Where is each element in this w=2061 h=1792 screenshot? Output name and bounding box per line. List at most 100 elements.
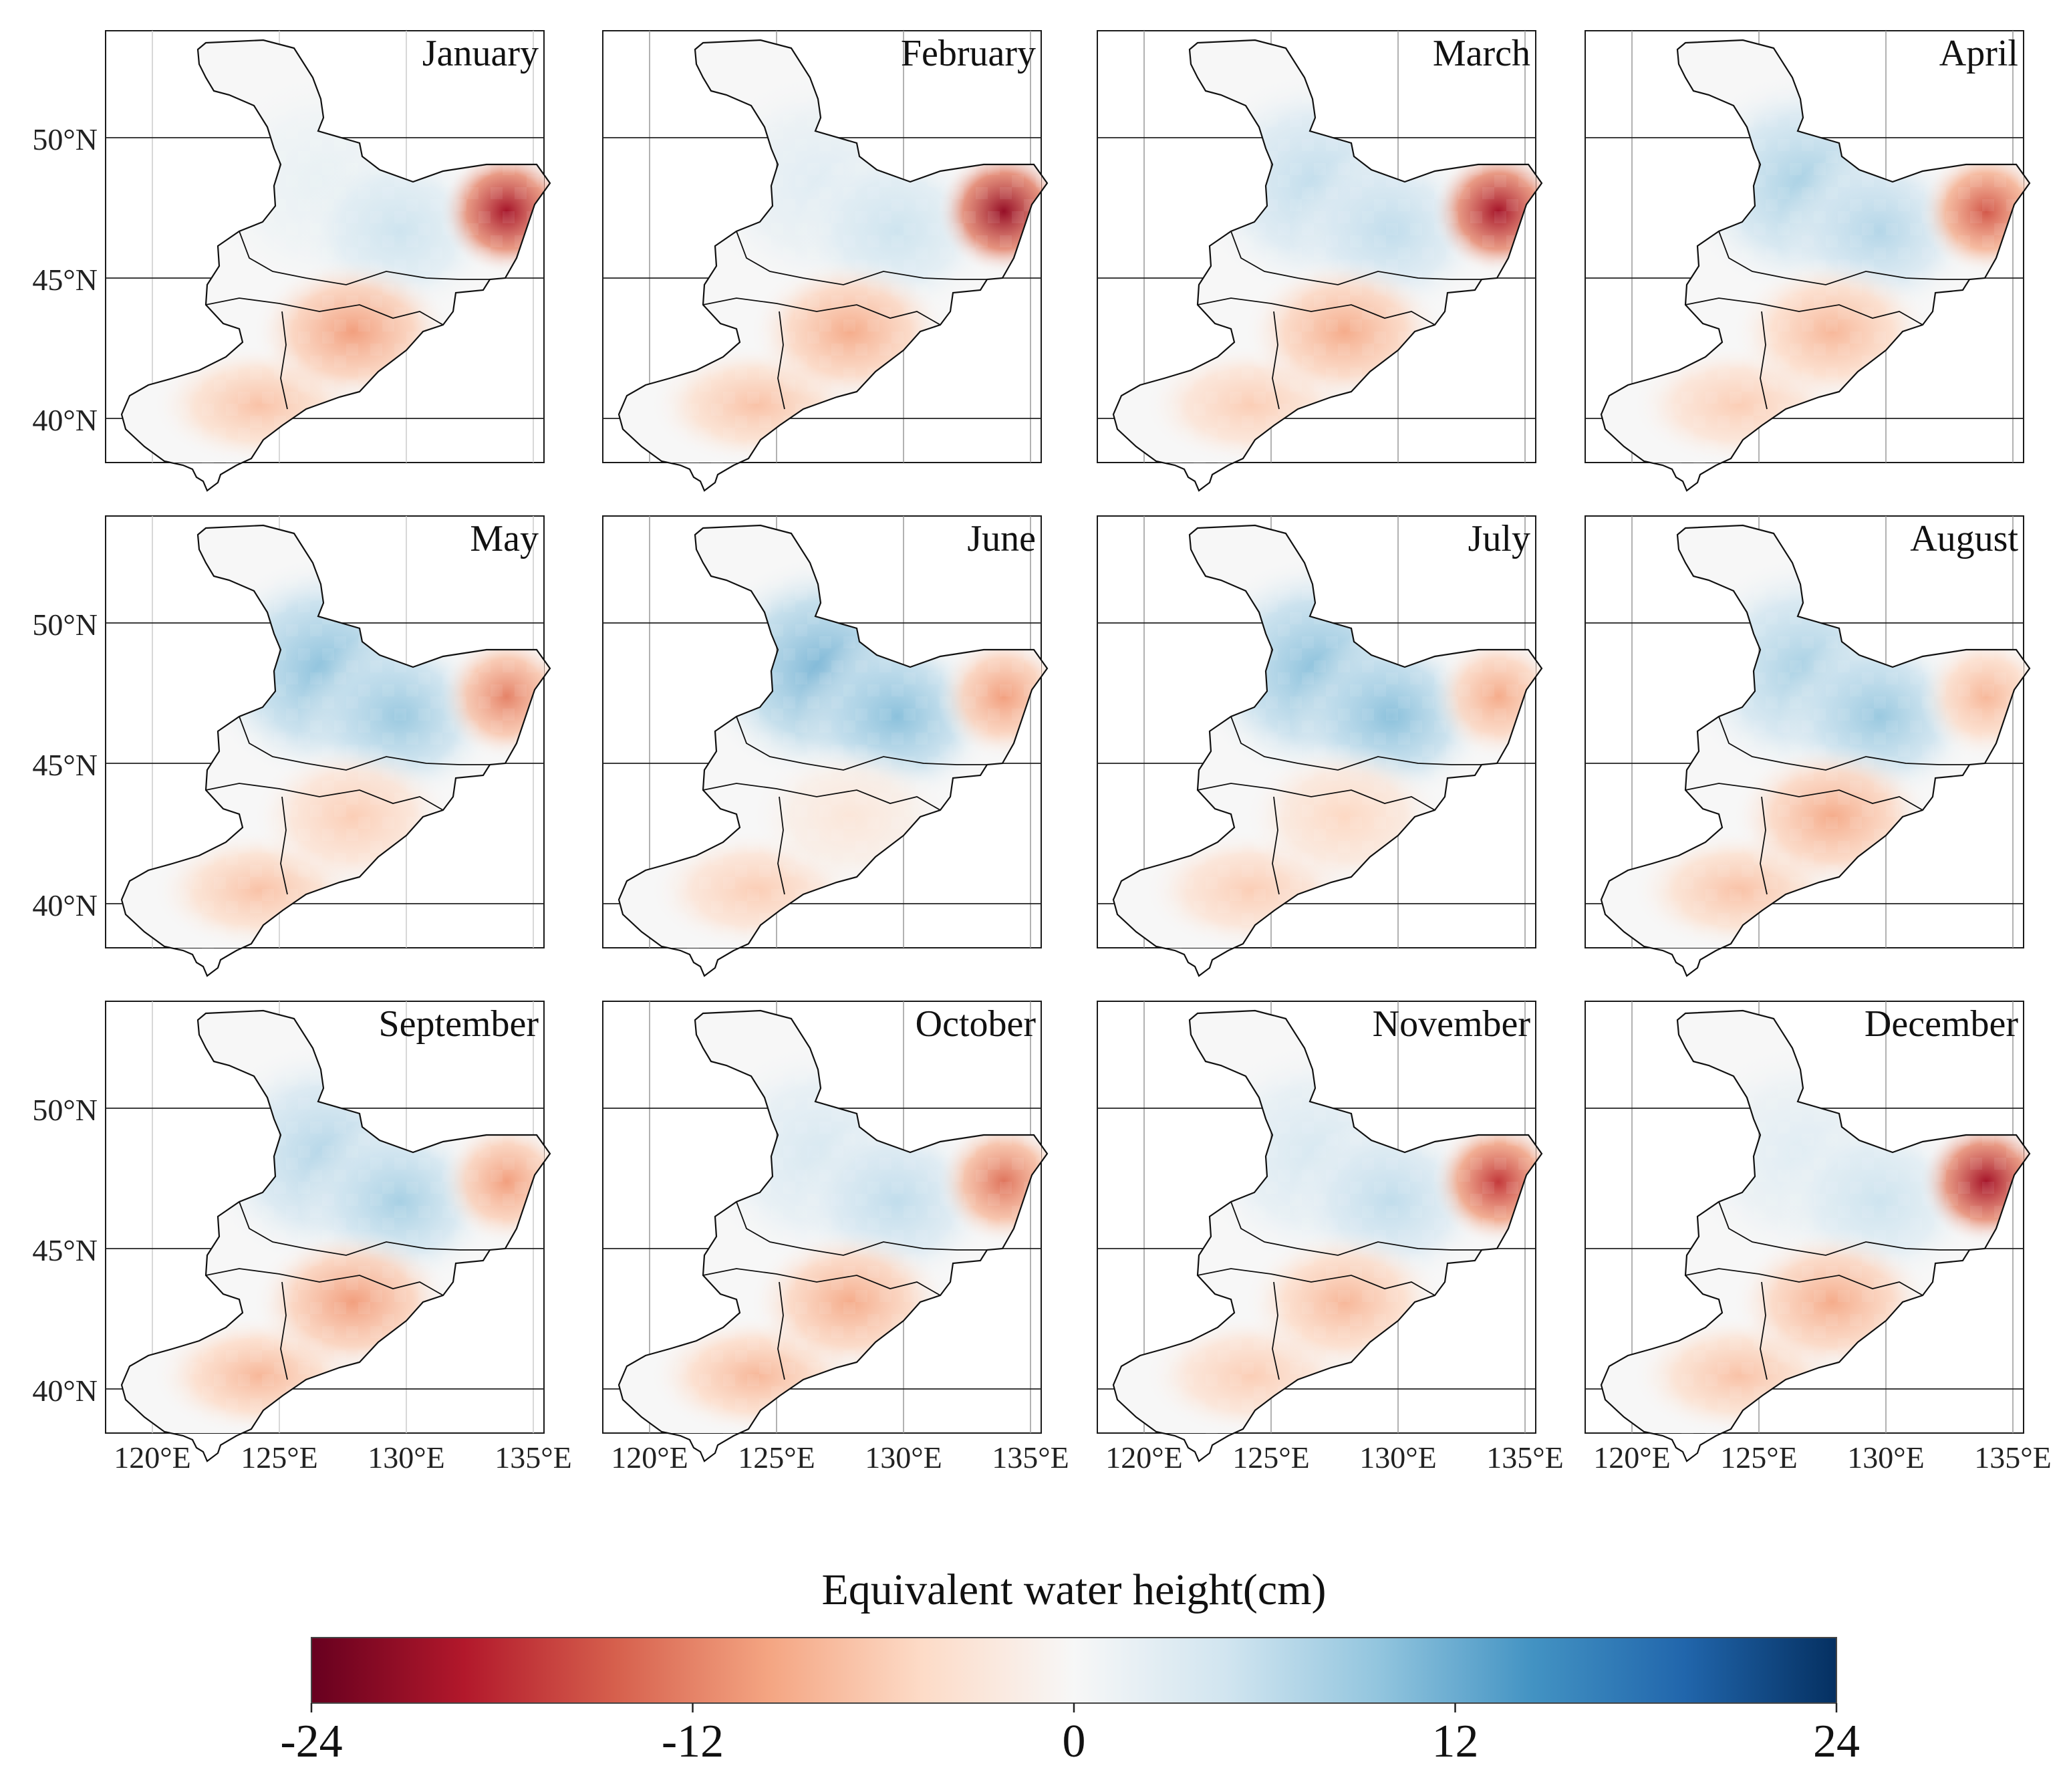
mosaic-cell [1802, 319, 1814, 332]
mosaic-cell [759, 332, 771, 344]
mosaic-cell [262, 709, 274, 721]
mosaic-cell [1278, 1037, 1290, 1049]
mosaic-cell [1242, 235, 1254, 247]
mosaic-cell [1254, 259, 1266, 271]
mosaic-cell [711, 452, 723, 464]
mosaic-cell [1669, 901, 1681, 913]
province-border [1685, 297, 1923, 326]
mosaic-cell [454, 1194, 466, 1206]
mosaic-cell [1922, 1242, 1934, 1254]
mosaic-cell [1290, 612, 1302, 624]
mosaic-cell [675, 1410, 687, 1422]
mosaic-cell [1850, 332, 1862, 344]
mosaic-cell [1302, 672, 1314, 684]
mosaic-cell [952, 271, 964, 283]
mosaic-cell [1254, 356, 1266, 368]
mosaic-cell [418, 805, 430, 817]
mosaic-cell [1024, 648, 1036, 660]
mosaic-cell [334, 672, 346, 684]
map-panel-august: August [1585, 515, 2031, 977]
mosaic-cell [1278, 307, 1290, 319]
mosaic-cell [322, 295, 334, 307]
lon-tick-label: 125°E [1232, 1440, 1310, 1475]
mosaic-cell [298, 1182, 310, 1194]
mosaic-cell [783, 380, 795, 392]
mosaic-cell [879, 1290, 891, 1302]
mosaic-cell [1934, 684, 1946, 696]
map-panel-june: June [602, 515, 1049, 977]
mosaic-cell [262, 1374, 274, 1386]
mosaic-cell [831, 344, 843, 356]
mosaic-cell [627, 416, 639, 428]
mosaic-cell [214, 528, 226, 540]
mosaic-cell [1326, 235, 1338, 247]
mosaic-cell [1693, 865, 1705, 877]
mosaic-cell [310, 1206, 322, 1218]
mosaic-cell [1838, 709, 1850, 721]
mosaic-cell [1386, 1158, 1398, 1170]
mosaic-cell [1778, 1302, 1790, 1314]
mosaic-cell [867, 283, 879, 295]
province-border [736, 716, 987, 771]
mosaic-cell [154, 1386, 166, 1398]
mosaic-cell [1766, 696, 1778, 709]
mosaic-cell [274, 1182, 286, 1194]
mosaic-cell [1982, 684, 1994, 696]
mosaic-cell [466, 1218, 478, 1230]
mosaic-cell [1766, 612, 1778, 624]
mosaic-cell [964, 247, 976, 259]
mosaic-cell [286, 307, 298, 319]
mosaic-cell [747, 528, 759, 540]
mosaic-cell [322, 163, 334, 175]
mosaic-cell [202, 452, 214, 464]
mosaic-cell [226, 368, 238, 380]
mosaic-cell [1910, 187, 1922, 199]
mosaic-cell [1266, 564, 1278, 576]
mosaic-cell [262, 841, 274, 853]
mosaic-cell [515, 187, 527, 199]
mosaic-cell [358, 817, 370, 829]
mosaic-cell [988, 1158, 1000, 1170]
mosaic-cell [334, 1350, 346, 1362]
mosaic-cell [1718, 283, 1730, 295]
mosaic-cell [1458, 1170, 1470, 1182]
mosaic-cell [1458, 684, 1470, 696]
mosaic-cell [1338, 1326, 1350, 1338]
mosaic-cell [130, 1374, 142, 1386]
mosaic-cell [879, 660, 891, 672]
mosaic-cell [1290, 1362, 1302, 1374]
mosaic-cell [1898, 1230, 1910, 1242]
mosaic-cell [807, 115, 819, 127]
mosaic-cell [1290, 1098, 1302, 1110]
mosaic-cell [831, 1278, 843, 1290]
mosaic-cell [214, 380, 226, 392]
mosaic-cell [855, 163, 867, 175]
mosaic-cell [1766, 1278, 1778, 1290]
mosaic-cell [286, 1073, 298, 1085]
mosaic-cell [1254, 1073, 1266, 1085]
mosaic-cell [1850, 1266, 1862, 1278]
mosaic-cell [1814, 163, 1826, 175]
mosaic-cell [663, 440, 675, 452]
mosaic-cell [286, 1254, 298, 1266]
mosaic-cell [891, 332, 904, 344]
colorbar-tick-label: -24 [280, 1716, 342, 1767]
mosaic-cell [1790, 1110, 1802, 1122]
mosaic-cell [1182, 1410, 1194, 1422]
mosaic-cell [346, 163, 358, 175]
mosaic-cell [406, 1182, 418, 1194]
mosaic-cell [1266, 1098, 1278, 1110]
mosaic-cell [334, 1302, 346, 1314]
mosaic-cell [855, 660, 867, 672]
mosaic-cell [310, 1122, 322, 1134]
mosaic-cell [1633, 428, 1645, 440]
mosaic-cell [515, 1134, 527, 1146]
mosaic-cell [1398, 283, 1410, 295]
mosaic-cell [1434, 271, 1446, 283]
mosaic-cell [1362, 841, 1374, 853]
mosaic-cell [783, 151, 795, 163]
mosaic-cell [1705, 1025, 1718, 1037]
mosaic-cell [214, 1242, 226, 1254]
mosaic-cell [1206, 528, 1218, 540]
